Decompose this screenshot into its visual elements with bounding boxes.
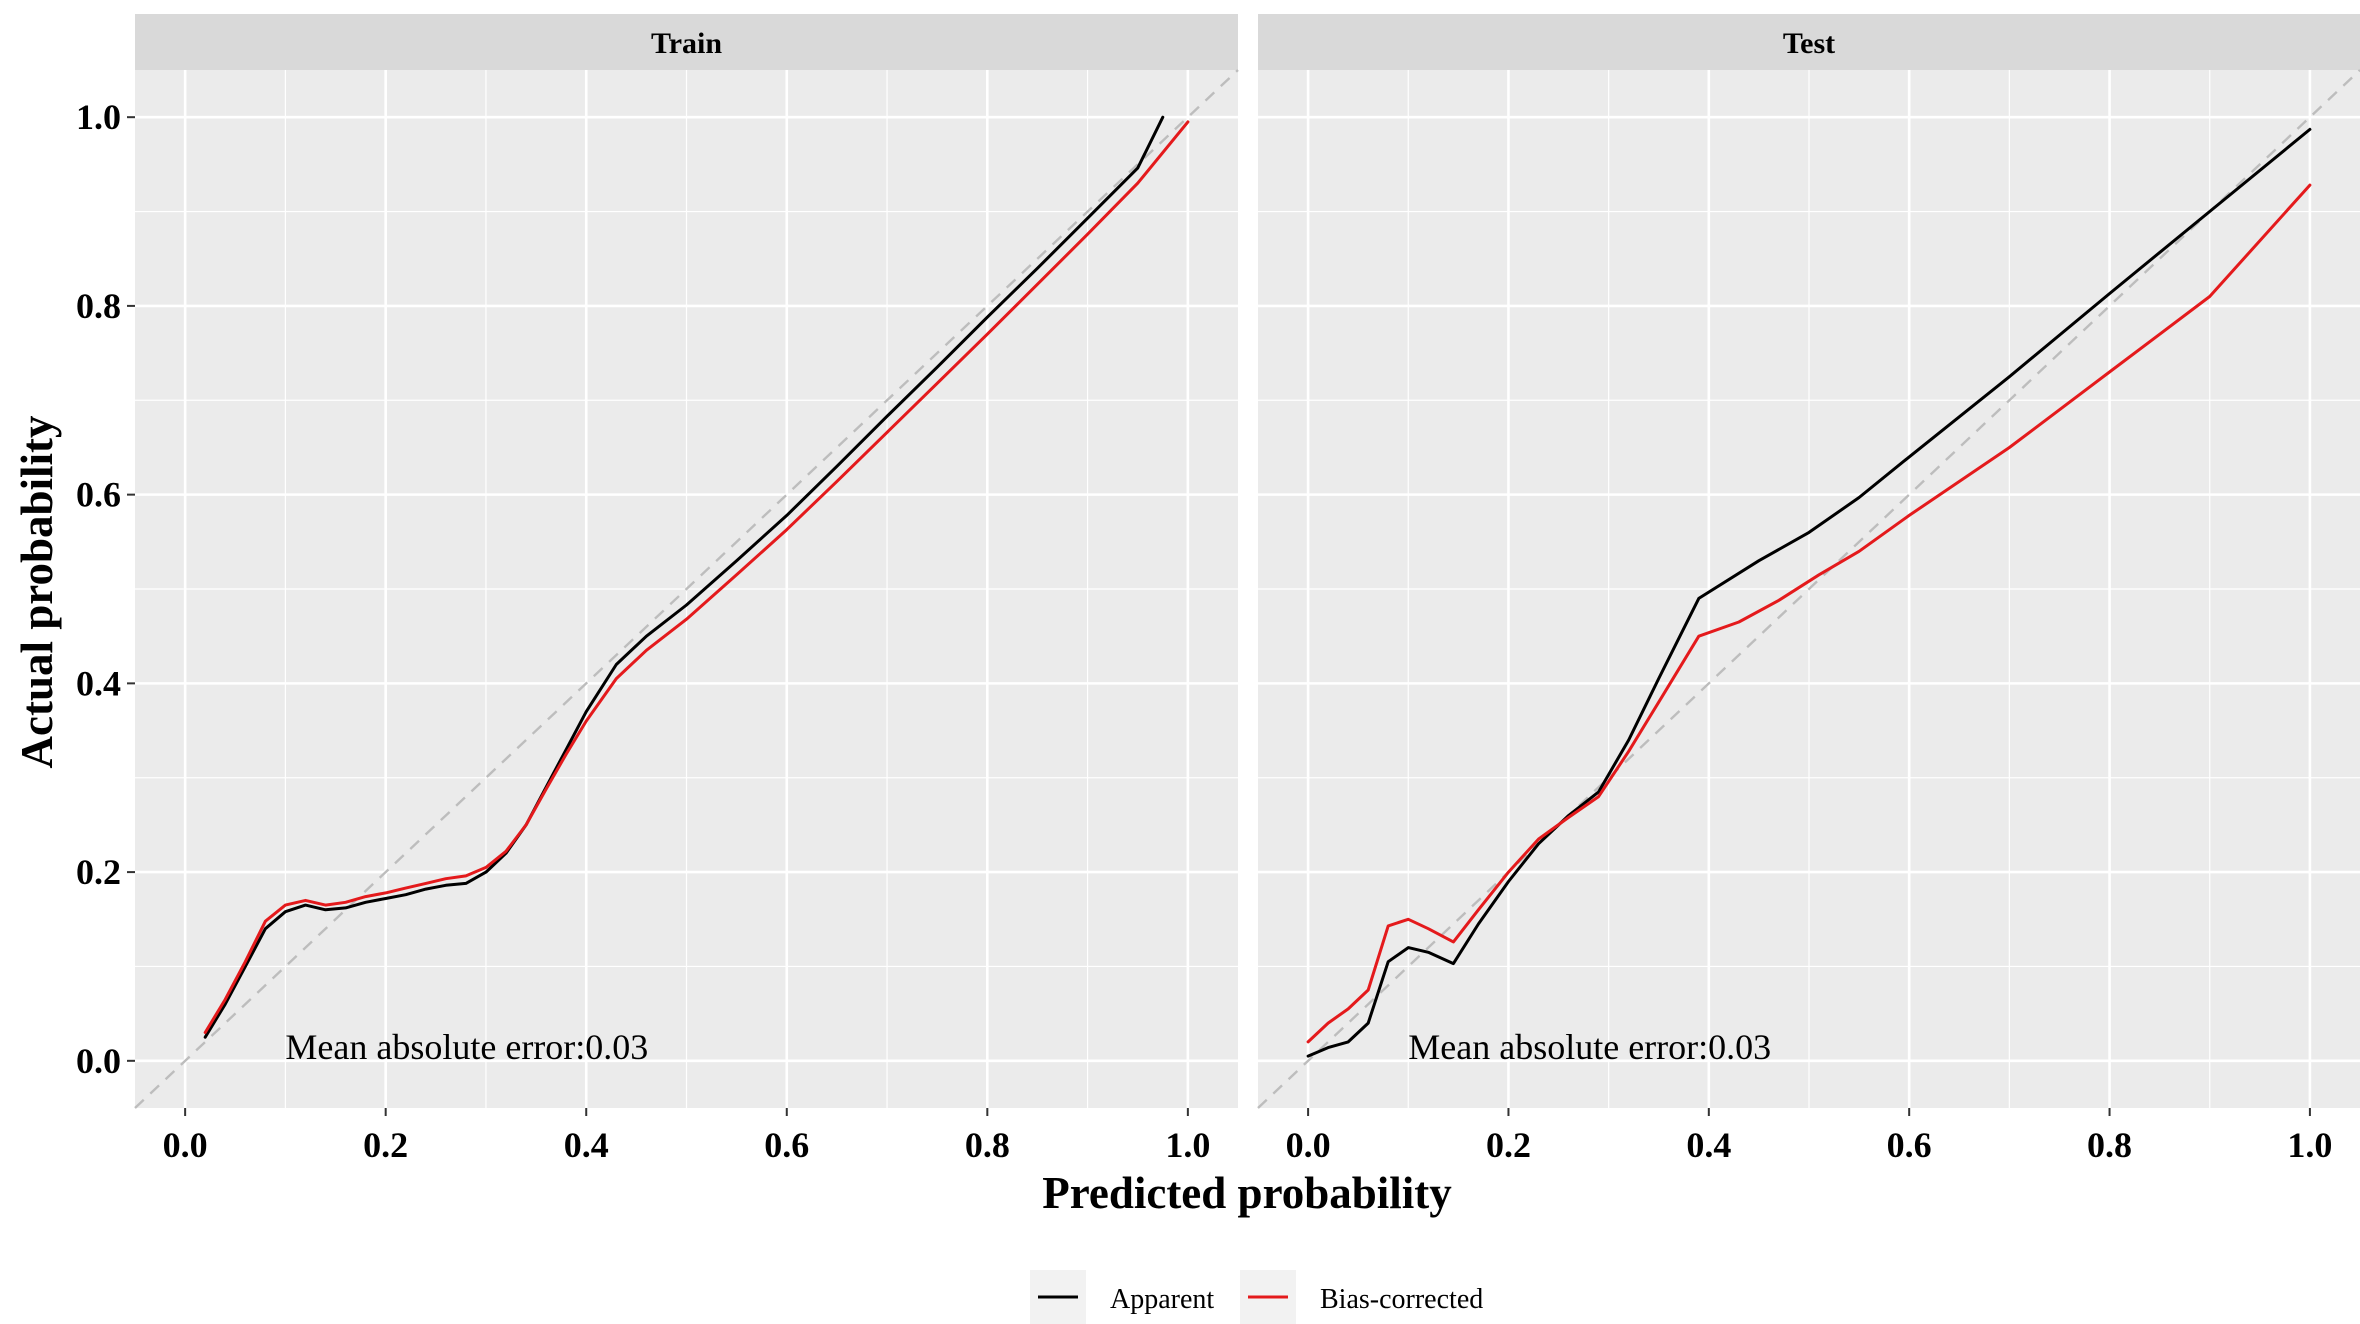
y-tick-label: 0.0 [76,1041,121,1081]
panel-train: Train Mean absolute error:0.03 0.0 0.2 0.4 0.… [76,14,1239,1165]
x-tick-label: 0.4 [1686,1125,1731,1165]
facet-strip-label: Test [1783,27,1835,60]
x-tick-label: 0.4 [564,1125,609,1165]
y-axis-title: Actual probability [12,415,62,768]
facet-strip-label: Train [651,27,722,60]
x-tick-label: 0.2 [1486,1125,1531,1165]
mean-absolute-error-annotation: Mean absolute error:0.03 [285,1027,648,1067]
facet-strip [135,14,1238,70]
x-tick-label: 0.6 [764,1125,809,1165]
x-tick-label: 0.0 [163,1125,208,1165]
legend-item-apparent: Apparent [1030,1270,1214,1324]
grid [1258,70,2360,1108]
mean-absolute-error-annotation: Mean absolute error:0.03 [1408,1027,1771,1067]
series-line-apparent [1306,127,2312,1058]
series-line-bias-corrected [203,120,1190,1034]
x-tick-label: 0.2 [363,1125,408,1165]
x-tick-label: 0.8 [965,1125,1010,1165]
legend-label: Bias-corrected [1320,1284,1483,1315]
x-tick-label: 0.8 [2087,1125,2132,1165]
y-tick-label: 0.4 [76,663,121,703]
y-tick-label: 0.6 [76,475,121,515]
series-line-bias-corrected [1306,183,2312,1044]
facet-panels: Train Mean absolute error:0.03 0.0 0.2 0.4 0.… [76,14,2360,1165]
x-axis-title: Predicted probability [1042,1168,1452,1218]
x-tick-label: 0.0 [1286,1125,1331,1165]
legend-item-bias-corrected: Bias-corrected [1240,1270,1483,1324]
panel-test: Test Mean absolute error:0.03 0.0 0.2 0.4 0.6… [1257,14,2360,1165]
x-tick-label: 1.0 [1165,1125,1210,1165]
y-tick-label: 0.2 [76,852,121,892]
legend-label: Apparent [1110,1284,1214,1315]
y-tick-label: 1.0 [76,97,121,137]
legend: Apparent Bias-corrected [1030,1270,1483,1324]
x-tick-label: 1.0 [2287,1125,2332,1165]
x-tick-label: 0.6 [1887,1125,1932,1165]
reference-diagonal-line [134,69,1239,1109]
y-tick-label: 0.8 [76,286,121,326]
facet-strip [1258,14,2360,70]
